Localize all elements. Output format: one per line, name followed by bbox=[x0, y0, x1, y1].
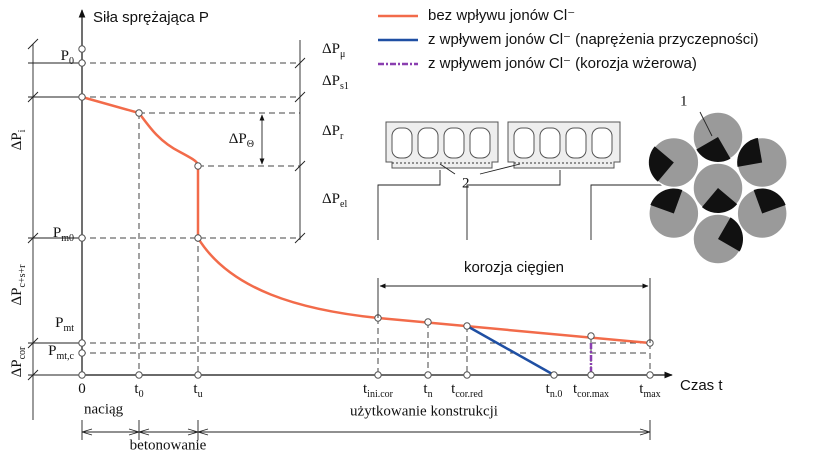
loss-right: ΔPΘ bbox=[229, 131, 254, 150]
time-point-main: t bbox=[423, 381, 428, 397]
loss-left-main: ΔP bbox=[9, 359, 25, 377]
time-point-sub: n bbox=[428, 389, 433, 400]
corrosion-pit bbox=[696, 137, 731, 163]
corrosion-pit bbox=[701, 188, 738, 213]
force-level-main: P bbox=[53, 225, 61, 241]
loss-right-main: ΔP bbox=[322, 191, 340, 207]
loss-left-main: ΔP bbox=[9, 287, 25, 305]
corrosion-label: korozja cięgien bbox=[464, 259, 564, 276]
loss-right-sub: el bbox=[340, 199, 347, 210]
loss-right-sub: Θ bbox=[247, 139, 254, 150]
force-level: Pmt,c bbox=[48, 343, 74, 362]
time-point: tini.cor bbox=[363, 381, 394, 400]
loss-right: ΔPr bbox=[322, 123, 344, 142]
force-level: P0 bbox=[61, 48, 74, 67]
corrosion-range bbox=[377, 278, 651, 343]
loss-left: ΔPcor bbox=[9, 346, 28, 377]
time-point-sub: ini.cor bbox=[367, 389, 393, 400]
force-level: Pm0 bbox=[53, 225, 74, 244]
strand-number: 1 bbox=[680, 93, 688, 109]
time-point: tu bbox=[193, 381, 202, 400]
time-point: tn.0 bbox=[546, 381, 563, 400]
x-axis-label: Czas t bbox=[680, 377, 723, 394]
phase-label: betonowanie bbox=[130, 437, 207, 453]
loss-right: ΔPel bbox=[322, 191, 347, 210]
loss-left: ΔPi bbox=[9, 129, 28, 150]
slab-pointers bbox=[439, 163, 521, 175]
force-level-sub: m0 bbox=[61, 233, 74, 244]
time-point: 0 bbox=[78, 381, 86, 397]
force-level-sub: mt,c bbox=[57, 351, 75, 362]
legend-label: z wpływem jonów Cl⁻ (naprężenia przyczep… bbox=[428, 31, 759, 48]
corrosion-pit bbox=[737, 137, 763, 167]
time-point-main: t bbox=[451, 381, 456, 397]
phase-dimensions bbox=[81, 420, 651, 440]
slab-2 bbox=[507, 121, 621, 169]
time-point-main: t bbox=[573, 381, 578, 397]
time-point-sub: u bbox=[198, 389, 203, 400]
corrosion-pit bbox=[753, 188, 786, 214]
legend-label: bez wpływu jonów Cl⁻ bbox=[428, 7, 575, 24]
time-point: tn bbox=[423, 381, 432, 400]
time-point: tcor.max bbox=[573, 381, 609, 400]
slab-number: 2 bbox=[462, 175, 470, 191]
corrosion-pit bbox=[648, 146, 674, 182]
time-point-main: t bbox=[546, 381, 551, 397]
curve-bond bbox=[466, 324, 555, 377]
loss-right-main: ΔP bbox=[229, 131, 247, 147]
loss-left-sub: c+s+r bbox=[17, 264, 28, 288]
loss-left: ΔPc+s+r bbox=[9, 264, 28, 306]
left-dimension bbox=[27, 38, 82, 420]
time-point-main: 0 bbox=[78, 381, 86, 397]
time-point-sub: cor.red bbox=[455, 389, 483, 400]
time-point: tcor.red bbox=[451, 381, 483, 400]
phase-label: użytkowanie konstrukcji bbox=[350, 403, 498, 419]
force-level-sub: mt bbox=[63, 323, 74, 334]
force-level-main: P bbox=[55, 315, 63, 331]
loss-right: ΔPμ bbox=[322, 41, 345, 60]
time-point: t0 bbox=[134, 381, 143, 400]
loss-right-sub: s1 bbox=[340, 81, 349, 92]
loss-right-sub: r bbox=[340, 131, 344, 142]
strand-pointer bbox=[699, 111, 713, 137]
loss-right-main: ΔP bbox=[322, 73, 340, 89]
force-level-sub: 0 bbox=[69, 56, 74, 67]
force-level: Pmt bbox=[55, 315, 74, 334]
time-point-main: t bbox=[134, 381, 139, 397]
time-point-main: t bbox=[193, 381, 198, 397]
legend-label: z wpływem jonów Cl⁻ (korozja wżerowa) bbox=[428, 55, 697, 72]
slab-1 bbox=[385, 121, 499, 169]
loss-left-sub: cor bbox=[17, 346, 28, 359]
phase-label: naciąg bbox=[84, 401, 124, 417]
corrosion-pit bbox=[718, 217, 743, 252]
loss-right-sub: μ bbox=[340, 49, 345, 60]
time-point-sub: 0 bbox=[139, 389, 144, 400]
time-point: tmax bbox=[639, 381, 660, 400]
corrosion-pit bbox=[650, 188, 683, 214]
legend-keys bbox=[378, 14, 418, 66]
time-point-main: t bbox=[639, 381, 644, 397]
points bbox=[78, 45, 654, 379]
force-level-main: P bbox=[48, 343, 56, 359]
leaders bbox=[377, 170, 681, 240]
loss-right-main: ΔP bbox=[322, 41, 340, 57]
time-point-sub: cor.max bbox=[577, 389, 609, 400]
time-point-sub: n.0 bbox=[550, 389, 563, 400]
loss-right-main: ΔP bbox=[322, 123, 340, 139]
time-point-main: t bbox=[363, 381, 368, 397]
right-dimension bbox=[259, 40, 306, 244]
strand-section bbox=[648, 111, 788, 265]
loss-left-sub: i bbox=[17, 129, 28, 132]
force-level-main: P bbox=[61, 48, 69, 64]
time-point-sub: max bbox=[643, 389, 660, 400]
loss-right: ΔPs1 bbox=[322, 73, 349, 92]
y-axis-label: Siła sprężająca P bbox=[93, 9, 209, 26]
loss-left-main: ΔP bbox=[9, 132, 25, 150]
levels bbox=[80, 62, 651, 375]
